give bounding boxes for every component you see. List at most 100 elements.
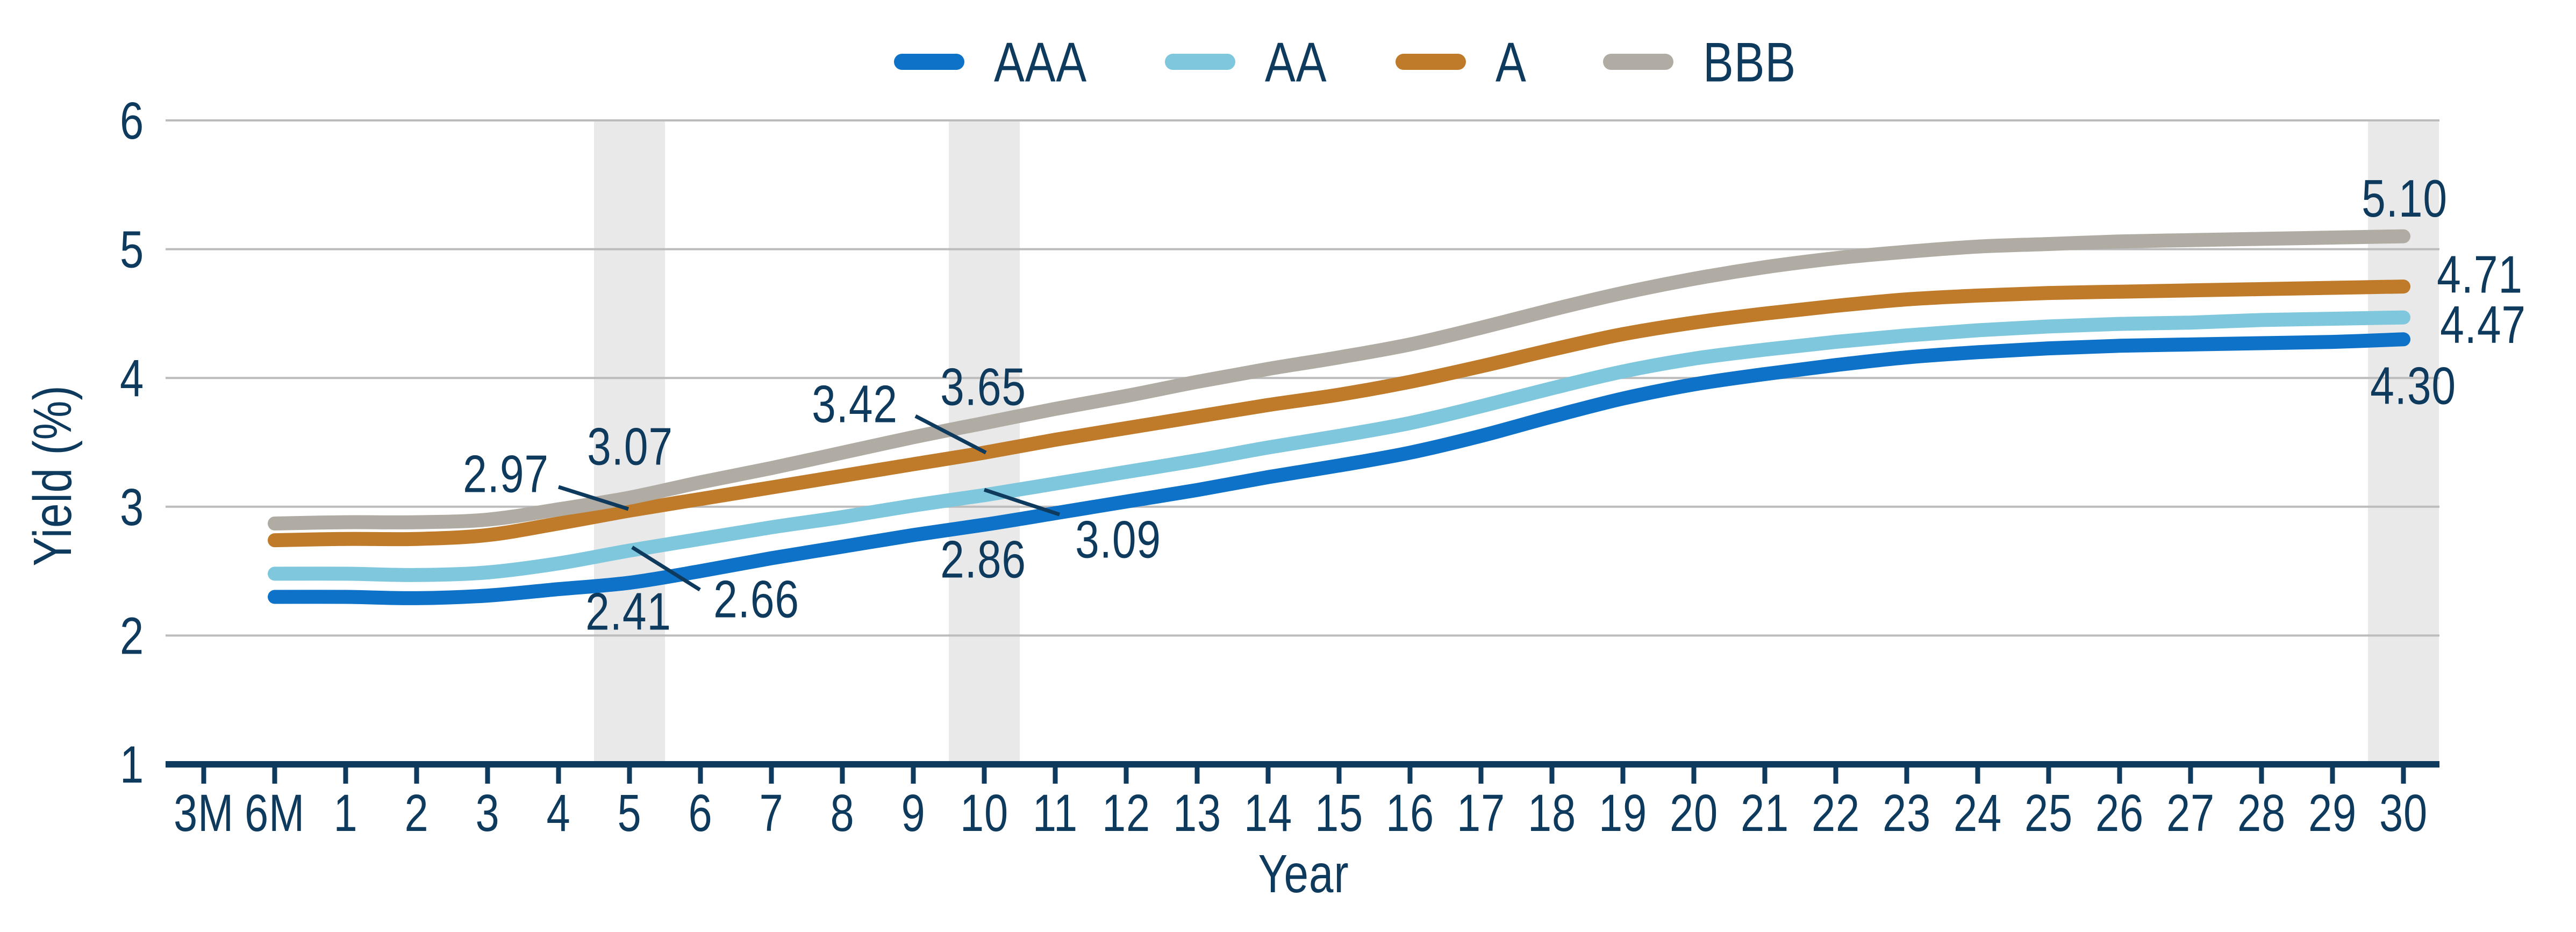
x-tick-label-7: 7: [759, 784, 783, 842]
annotation-label-5.10-wrap: 5.10: [2362, 169, 2448, 227]
legend-label-BBB: BBB: [1703, 31, 1796, 94]
x-tick-label-9: 9: [901, 784, 925, 842]
y-tick-label-3-wrap: 3: [120, 478, 144, 536]
x-tick-label-6: 6: [688, 784, 712, 842]
series-lines: [268, 229, 2410, 605]
annotation-label-2.86: 2.86: [940, 530, 1026, 589]
annotation-label-2.86-wrap: 2.86: [940, 530, 1026, 589]
x-tick-label-27: 27: [2166, 784, 2215, 842]
x-axis-title-wrap: Year: [1258, 844, 1349, 904]
x-tick-label-1-wrap: 1: [333, 784, 357, 842]
annotation-label-2.66: 2.66: [713, 570, 799, 628]
x-tick-label-25-wrap: 25: [2024, 784, 2073, 842]
x-tick-label-4: 4: [546, 784, 570, 842]
x-tick-label-11-wrap: 11: [1033, 784, 1078, 842]
y-tick-label-1: 1: [120, 735, 144, 793]
x-tick-label-19: 19: [1599, 784, 1647, 842]
legend-label-A: A: [1495, 31, 1527, 94]
y-tick-label-5: 5: [120, 220, 144, 278]
x-tick-label-12: 12: [1102, 784, 1150, 842]
x-tick-label-13: 13: [1173, 784, 1221, 842]
x-tick-label-16-wrap: 16: [1386, 784, 1434, 842]
x-tick-label-24-wrap: 24: [1954, 784, 2002, 842]
x-tick-label-20-wrap: 20: [1670, 784, 1718, 842]
x-tick-label-17-wrap: 17: [1457, 784, 1505, 842]
y-tick-label-1-wrap: 1: [120, 735, 144, 793]
annotation-label-4.71: 4.71: [2437, 245, 2523, 304]
x-tick-label-9-wrap: 9: [901, 784, 925, 842]
x-tick-label-14: 14: [1244, 784, 1292, 842]
x-tick-label-18: 18: [1528, 784, 1576, 842]
annotation-label-3.65: 3.65: [940, 357, 1026, 416]
x-tick-label-13-wrap: 13: [1173, 784, 1221, 842]
x-tick-label-11: 11: [1033, 784, 1078, 842]
annotation-leader-2.66: [631, 546, 701, 592]
series-line-AA: [268, 310, 2410, 582]
legend-item-AA: AA: [1165, 31, 1327, 94]
x-axis-title: Year: [1258, 844, 1349, 904]
x-tick-label-26: 26: [2095, 784, 2144, 842]
y-tick-label-6: 6: [120, 91, 144, 149]
y-tick-label-2: 2: [120, 607, 144, 665]
x-tick-label-30: 30: [2379, 784, 2428, 842]
x-tick-label-3M-wrap: 3M: [174, 784, 233, 842]
annotation-leader-3.42: [914, 414, 987, 455]
x-tick-label-30-wrap: 30: [2379, 784, 2428, 842]
annotation-label-3.42: 3.42: [812, 375, 898, 433]
x-tick-label-3: 3: [475, 784, 499, 842]
legend-item-AAA: AAA: [894, 31, 1087, 94]
annotation-label-3.42-wrap: 3.42: [812, 375, 898, 433]
annotation-label-3.65-wrap: 3.65: [940, 357, 1026, 416]
annotations: 2.41 2.66 2.97 3.07 2.86 3.09 3.42 3.65 5.10 4.71…: [463, 169, 2526, 641]
x-tick-label-29: 29: [2308, 784, 2357, 842]
x-tick-label-16: 16: [1386, 784, 1434, 842]
x-tick-label-10: 10: [960, 784, 1008, 842]
annotation-label-3.09-wrap: 3.09: [1075, 510, 1161, 569]
annotation-label-3.09: 3.09: [1075, 510, 1161, 569]
annotation-label-5.10: 5.10: [2362, 169, 2448, 227]
x-tick-label-5: 5: [617, 784, 641, 842]
annotation-label-3.07-wrap: 3.07: [587, 417, 673, 476]
series-line-BBB: [268, 229, 2410, 530]
legend-label-AA: AA: [1265, 31, 1327, 94]
x-tick-label-15: 15: [1315, 784, 1363, 842]
x-tick-label-27-wrap: 27: [2166, 784, 2215, 842]
x-tick-label-7-wrap: 7: [759, 784, 783, 842]
x-tick-label-10-wrap: 10: [960, 784, 1008, 842]
x-tick-label-17: 17: [1457, 784, 1505, 842]
x-tick-label-5-wrap: 5: [617, 784, 641, 842]
x-tick-label-22: 22: [1812, 784, 1860, 842]
legend-label-AAA: AAA: [994, 31, 1087, 94]
x-tick-label-23-wrap: 23: [1883, 784, 1931, 842]
y-tick-label-4: 4: [120, 349, 144, 407]
x-tick-label-24: 24: [1954, 784, 2002, 842]
highlight-band-5: [594, 120, 665, 764]
x-tick-label-26-wrap: 26: [2095, 784, 2144, 842]
x-tick-label-21: 21: [1741, 784, 1789, 842]
x-tick-label-2: 2: [404, 784, 428, 842]
x-tick-label-15-wrap: 15: [1315, 784, 1363, 842]
annotation-label-2.41: 2.41: [585, 582, 671, 641]
annotation-leader-3.09: [983, 487, 1061, 517]
annotation-label-4.47: 4.47: [2440, 295, 2526, 354]
x-tick-label-1: 1: [333, 784, 357, 842]
x-tick-label-18-wrap: 18: [1528, 784, 1576, 842]
x-tick-label-23: 23: [1883, 784, 1931, 842]
series-line-AAA: [268, 332, 2410, 605]
x-tick-label-19-wrap: 19: [1599, 784, 1647, 842]
x-tick-labels: 3M 6M 1 2 3 4 5 6 7 8 9 10 11 12 13 14 15 16 17 18 19 20 21 22 2…: [174, 784, 2428, 842]
annotation-label-4.30-wrap: 4.30: [2370, 356, 2456, 415]
x-tick-label-4-wrap: 4: [546, 784, 570, 842]
gridlines: [166, 119, 2439, 637]
y-tick-label-3: 3: [120, 478, 144, 536]
legend-label-AAA-wrap: AAA: [994, 31, 1087, 94]
legend-label-A-wrap: A: [1495, 31, 1527, 94]
legend: AAA AA A BBB: [894, 31, 1796, 94]
annotation-label-3.07: 3.07: [587, 417, 673, 476]
x-tick-label-25: 25: [2024, 784, 2073, 842]
x-tick-label-6M-wrap: 6M: [245, 784, 304, 842]
annotation-label-4.30: 4.30: [2370, 356, 2456, 415]
legend-item-A: A: [1396, 31, 1527, 94]
